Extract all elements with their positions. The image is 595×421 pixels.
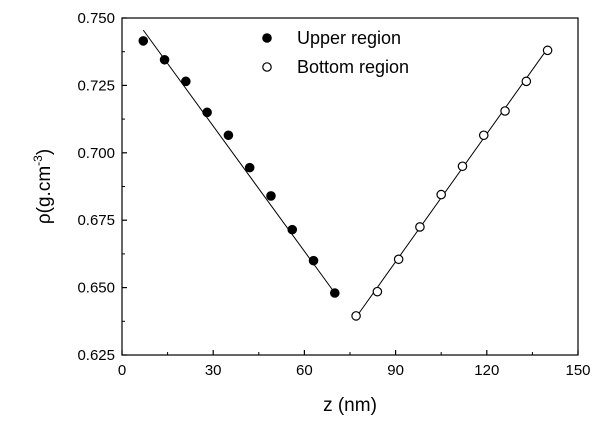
y-axis-title-end: ) (34, 149, 55, 155)
upper-region-point (244, 162, 255, 173)
legend-label-upper-region: Upper region (297, 28, 401, 48)
upper-region-point (223, 130, 234, 141)
x-axis-title: z (nm) (323, 395, 377, 416)
y-tick-label: 0.700 (77, 145, 115, 162)
y-axis-title-base: ρ(g.cm (34, 166, 55, 224)
x-tick-label: 0 (118, 362, 126, 379)
x-tick-label: 30 (205, 362, 222, 379)
upper-region-point (181, 76, 191, 87)
legend-marker-bottom-region (262, 62, 272, 72)
fit-line-series-0 (142, 29, 336, 294)
bottom-region-point (415, 222, 425, 232)
data-points (138, 36, 553, 321)
x-tick-label: 60 (296, 362, 313, 379)
y-tick-label: 0.650 (77, 280, 115, 297)
bottom-region-point (457, 161, 468, 172)
y-axis-title-superscript: -3 (31, 155, 45, 166)
y-tick-label: 0.725 (77, 77, 115, 94)
upper-region-point (329, 288, 340, 298)
bottom-region-point (393, 254, 404, 265)
upper-region-point (159, 54, 170, 65)
y-tick-label: 0.625 (77, 347, 115, 364)
bottom-region-point (351, 311, 361, 321)
bottom-region-point (478, 130, 489, 141)
bottom-region-point (542, 45, 553, 56)
x-tick-label: 120 (474, 362, 499, 379)
legend: Upper region Bottom region (262, 28, 409, 77)
y-tick-label: 0.675 (77, 212, 115, 229)
bottom-region-point (436, 189, 446, 200)
y-tick-label: 0.750 (77, 10, 115, 27)
bottom-region-point (521, 76, 532, 87)
bottom-region-point (372, 286, 383, 297)
x-tick-label: 150 (565, 362, 590, 379)
upper-region-point (202, 107, 212, 118)
x-axis: 0 30 60 90 120 150 (118, 350, 591, 379)
legend-label-bottom-region: Bottom region (297, 57, 409, 77)
bottom-region-point (500, 106, 510, 116)
upper-region-point (266, 191, 276, 201)
fit-lines (142, 29, 550, 318)
y-axis: 0.625 0.650 0.675 0.700 0.725 0.750 (77, 10, 127, 364)
upper-region-point (287, 224, 298, 235)
x-tick-label: 90 (387, 362, 404, 379)
legend-marker-upper-region (262, 33, 272, 43)
fit-line-series-1 (355, 46, 550, 318)
upper-region-point (138, 36, 149, 46)
y-axis-title: ρ(g.cm-3) (31, 149, 55, 224)
upper-region-point (308, 255, 319, 266)
